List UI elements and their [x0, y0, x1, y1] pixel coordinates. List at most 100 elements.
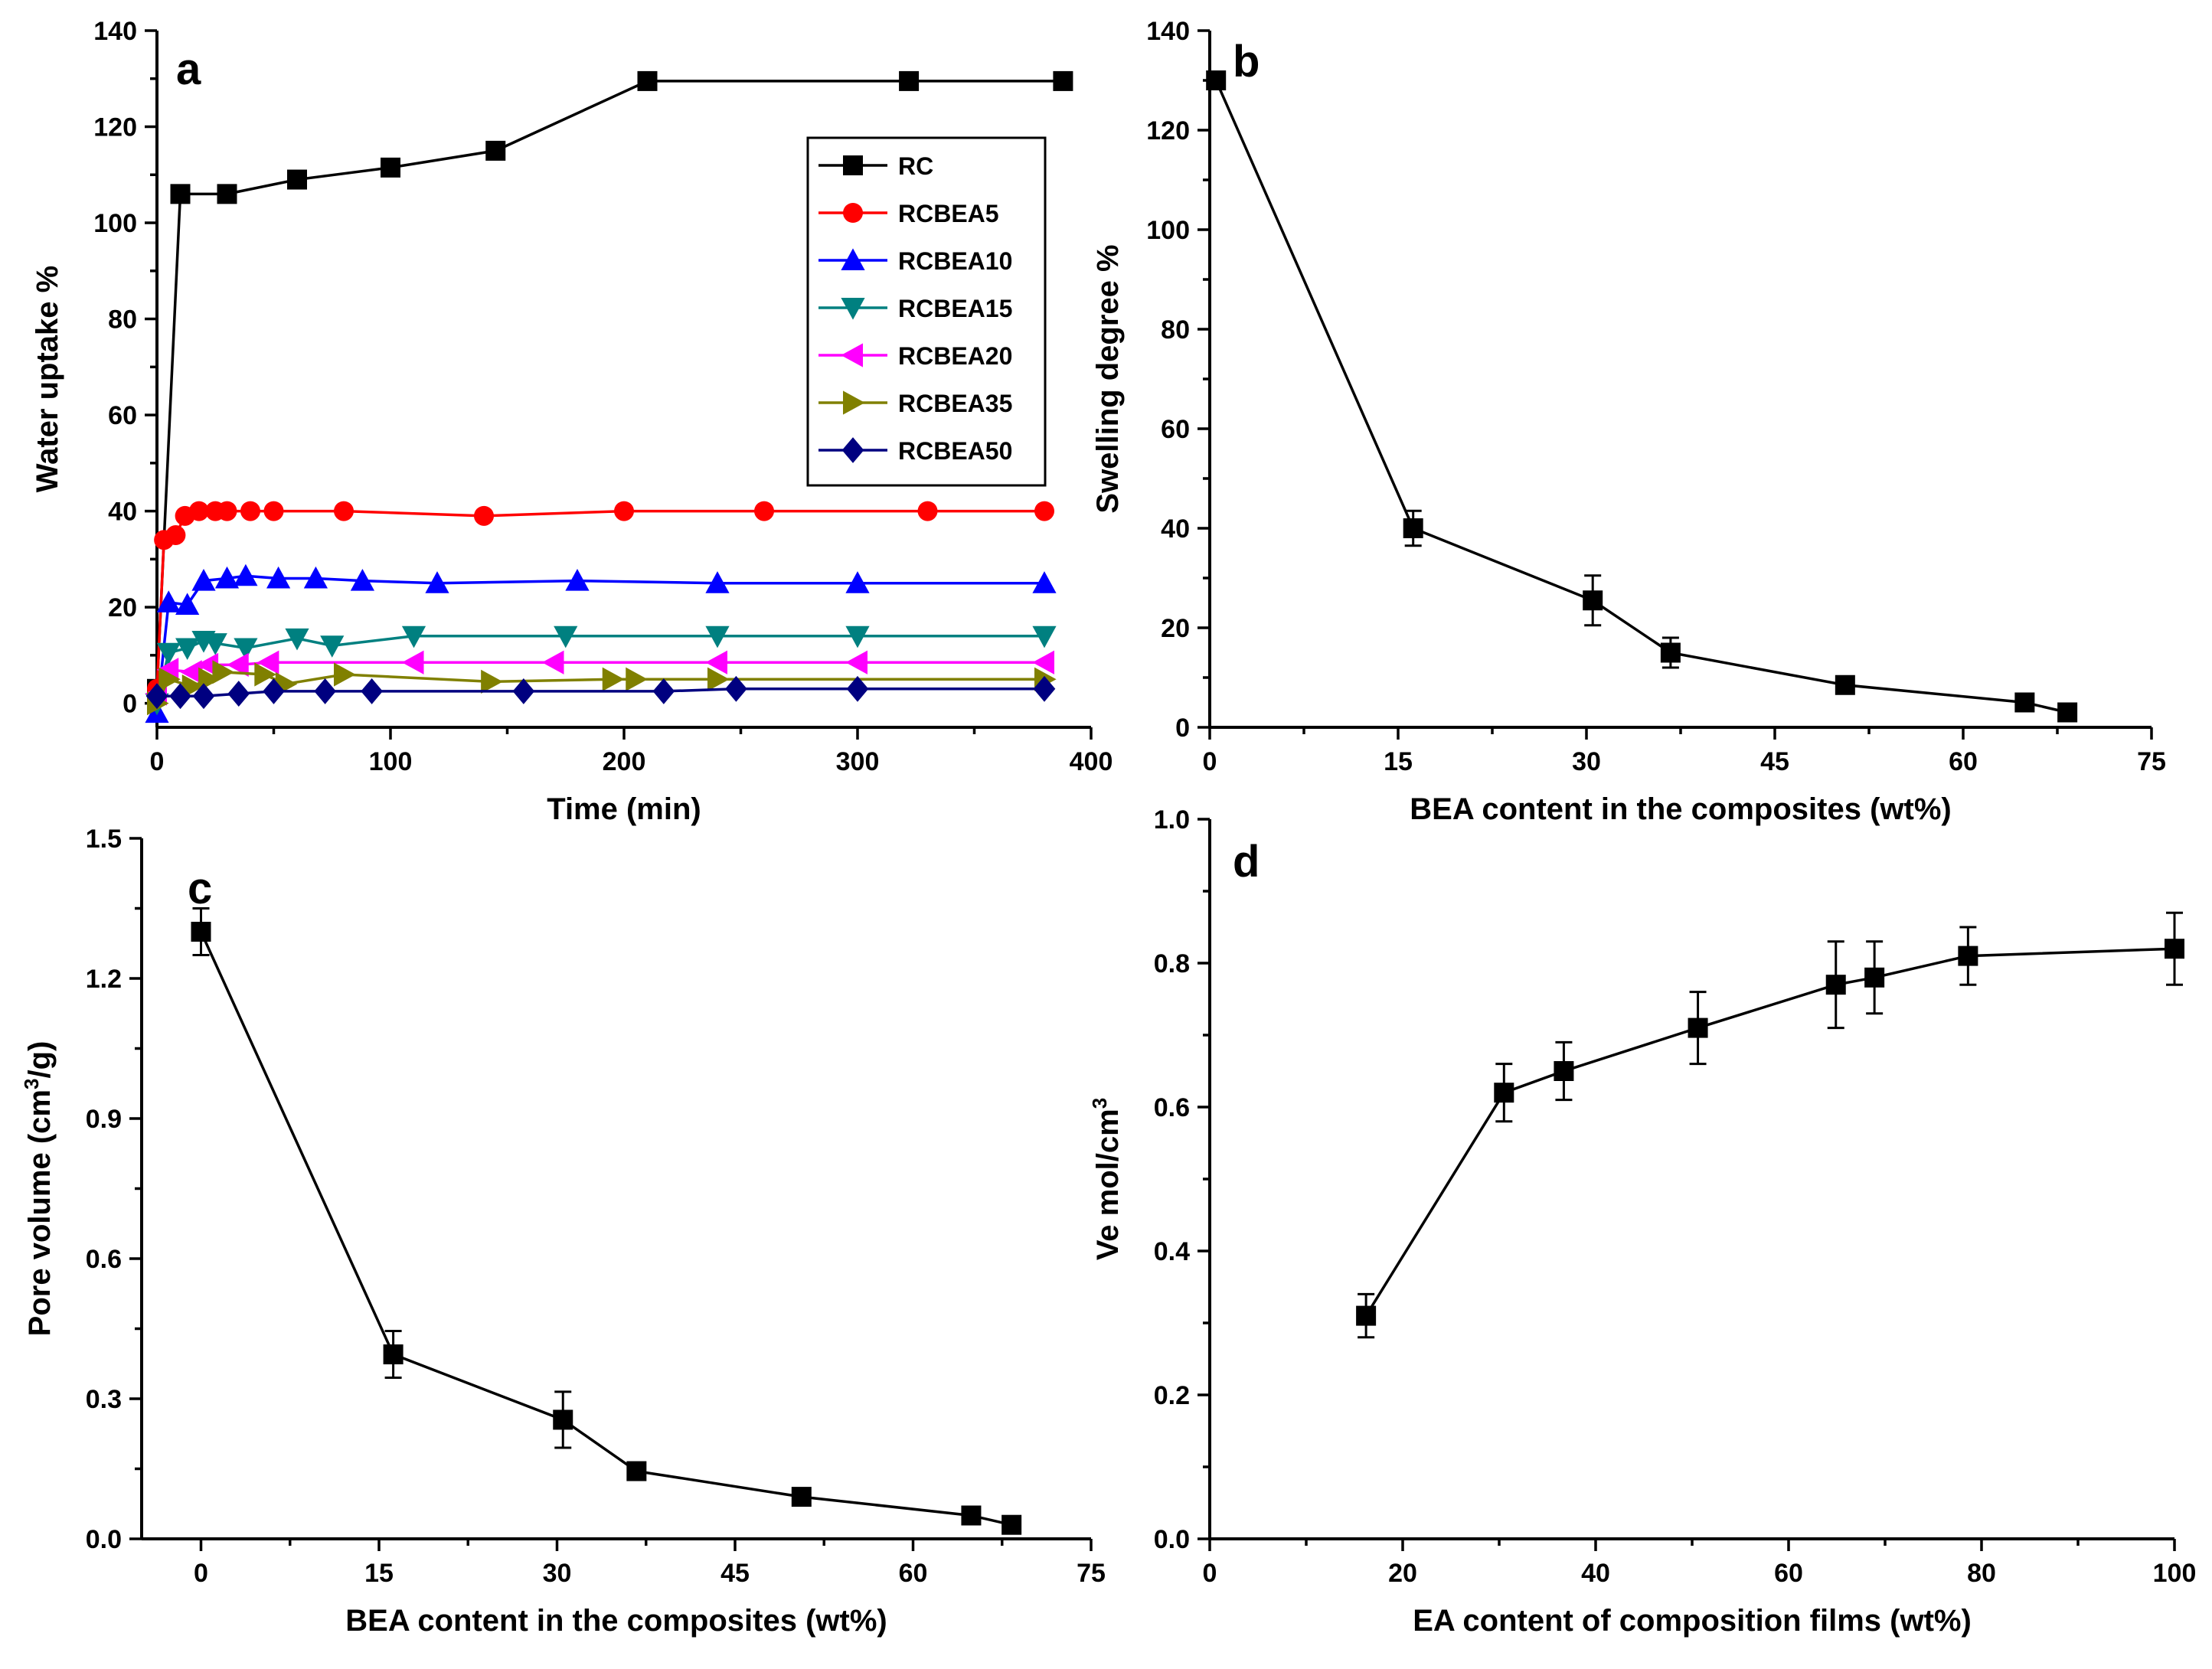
panel-letter: c: [188, 864, 212, 913]
data-point: [845, 571, 870, 593]
data-point: [917, 501, 938, 521]
data-point: [1053, 70, 1073, 91]
x-tick-label: 30: [1572, 747, 1601, 776]
series-line: [1214, 80, 2068, 714]
data-point: [791, 1487, 812, 1507]
y-tick-label: 20: [108, 593, 137, 622]
data-point: [705, 625, 730, 648]
data-point: [256, 650, 279, 674]
y-tick-label: 0.0: [86, 1525, 122, 1554]
data-point: [401, 650, 424, 674]
legend-label: RCBEA15: [898, 295, 1012, 322]
data-point: [254, 662, 276, 687]
data-point: [334, 501, 354, 521]
data-point: [1835, 674, 1855, 695]
y-tick-label: 100: [1146, 216, 1190, 245]
data-point: [165, 524, 186, 545]
data-point: [320, 635, 345, 658]
data-point: [637, 70, 658, 91]
y-tick-label: 0: [1175, 714, 1190, 743]
data-point: [214, 566, 240, 589]
chart-panel-c: 0 15 30 45 60 75 0.0 0.3 0.6 0.9 1.2 1.5 BEA content…: [20, 825, 1106, 1638]
data-point: [217, 184, 237, 204]
data-point: [1032, 571, 1057, 593]
data-point: [303, 566, 328, 589]
data-point: [554, 625, 578, 648]
legend-item: RC: [818, 152, 933, 180]
data-point: [227, 652, 249, 678]
data-point: [705, 571, 730, 593]
data-point: [899, 70, 920, 91]
legend-marker: [841, 343, 863, 367]
data-point: [381, 157, 400, 178]
y-tick-label: 140: [1146, 17, 1190, 46]
data-point: [263, 678, 285, 704]
x-tick-label: 15: [1384, 747, 1413, 776]
data-point: [156, 590, 181, 612]
data-point: [188, 501, 209, 521]
series-rcbea20: [145, 650, 1054, 706]
series-line: [199, 931, 1012, 1527]
y-tick-label: 0.8: [1154, 949, 1190, 978]
data-point: [217, 501, 237, 521]
y-tick-label: 0.2: [1154, 1381, 1190, 1410]
data-point: [553, 1409, 573, 1430]
series-rcbea15: [145, 625, 1057, 716]
series-rcbea50: [145, 675, 1056, 710]
x-tick-label: 60: [899, 1559, 928, 1588]
data-point: [1206, 70, 1227, 90]
data-point: [652, 678, 675, 704]
y-tick-label: 100: [93, 209, 137, 238]
data-point: [383, 1344, 404, 1365]
data-point: [227, 681, 250, 707]
data-point: [474, 505, 494, 526]
x-tick-label: 60: [1949, 747, 1978, 776]
data-point: [314, 678, 336, 704]
data-point: [626, 1461, 647, 1481]
data-point: [1688, 1017, 1708, 1038]
data-point: [1583, 590, 1603, 611]
x-tick-label: 20: [1388, 1559, 1417, 1588]
data-point: [1554, 1061, 1574, 1081]
data-point: [234, 638, 258, 661]
y-tick-label: 120: [93, 113, 137, 142]
y-tick-label: 0.6: [1154, 1093, 1190, 1122]
legend-item: RCBEA10: [818, 247, 1012, 275]
y-tick-label: 1.2: [86, 965, 122, 994]
data-point: [846, 675, 869, 702]
data-point: [845, 650, 867, 674]
legend-label: RCBEA5: [898, 200, 999, 227]
y-axis-title: Pore volume (cm3/g): [20, 1041, 57, 1337]
y-tick-label: 0.4: [1154, 1237, 1190, 1266]
data-point: [285, 628, 309, 651]
x-tick-label: 75: [1077, 1559, 1106, 1588]
chart-panel-d: 0 20 40 60 80 100 0.0 0.2 0.4 0.6 0.8 1.0 EA content…: [1088, 805, 2196, 1638]
x-tick-label: 200: [603, 747, 646, 776]
y-tick-label: 0.0: [1154, 1525, 1190, 1554]
y-tick-label: 40: [1161, 514, 1190, 544]
x-tick-label: 30: [543, 1559, 572, 1588]
y-tick-label: 140: [93, 17, 137, 46]
data-point: [2057, 702, 2078, 723]
x-tick-label: 100: [369, 747, 413, 776]
legend-item: RCBEA50: [818, 437, 1012, 465]
y-axis-title: Swelling degree %: [1091, 244, 1125, 513]
x-tick-label: 60: [1774, 1559, 1803, 1588]
legend-box: [806, 136, 1047, 487]
data-point: [845, 625, 870, 648]
x-tick-label: 0: [1203, 747, 1217, 776]
data-point: [191, 568, 216, 591]
data-point: [1032, 650, 1054, 674]
data-point: [425, 571, 449, 593]
x-tick-label: 40: [1581, 1559, 1610, 1588]
legend-label: RCBEA20: [898, 342, 1012, 370]
data-point: [263, 501, 284, 521]
series-swelling-degree: [1206, 70, 2078, 723]
x-tick-label: 0: [194, 1559, 208, 1588]
x-tick-label: 15: [364, 1559, 394, 1588]
y-tick-label: 0.3: [86, 1385, 122, 1414]
data-point: [156, 642, 181, 665]
legend-label: RC: [898, 152, 933, 180]
data-point: [725, 675, 747, 702]
